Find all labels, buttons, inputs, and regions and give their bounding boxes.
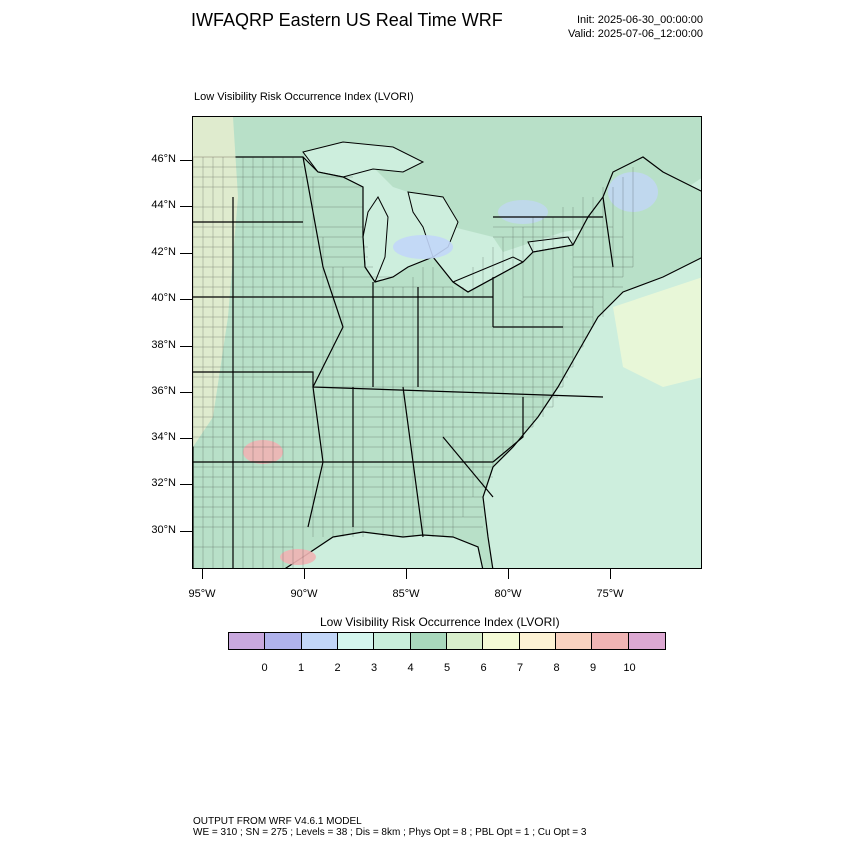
lat-tick (180, 484, 192, 485)
colorbar-label: 10 (623, 662, 636, 674)
lat-tick (180, 392, 192, 393)
colorbar-swatch (229, 633, 266, 649)
lat-label-42: 42°N (151, 246, 176, 258)
lon-tick (304, 569, 305, 579)
init-valid-info: Init: 2025-06-30_00:00:00 Valid: 2025-07… (568, 13, 703, 41)
main-title: IWFAQRP Eastern US Real Time WRF (191, 10, 503, 30)
colorbar-label: 9 (589, 662, 597, 674)
colorbar-label: 3 (370, 662, 378, 674)
colorbar-label: 0 (261, 662, 268, 674)
lat-tick (180, 531, 192, 532)
colorbar-swatch (337, 633, 375, 649)
lat-tick (180, 206, 192, 207)
colorbar-label: 2 (334, 662, 341, 674)
lat-tick (180, 253, 192, 254)
colorbar-swatch (628, 633, 665, 649)
us-land (193, 156, 701, 568)
lat-tick (180, 346, 192, 347)
colorbar-swatch (555, 633, 593, 649)
colorbar-swatch (265, 633, 302, 649)
lat-tick (180, 438, 192, 439)
high-index-gulf (280, 549, 316, 565)
lon-tick (610, 569, 611, 579)
lat-label-38: 38°N (151, 339, 176, 351)
model-footer: OUTPUT FROM WRF V4.6.1 MODEL WE = 310 ; … (193, 816, 586, 838)
lon-label-85: 85°W (392, 588, 420, 600)
lat-label-32: 32°N (151, 477, 176, 489)
lon-label-80: 80°W (494, 588, 522, 600)
colorbar-swatch (374, 633, 411, 649)
lon-label-95: 95°W (188, 588, 216, 600)
map-subtitle: Low Visibility Risk Occurrence Index (LV… (194, 91, 414, 103)
init-time: Init: 2025-06-30_00:00:00 (577, 14, 703, 26)
high-index-west (193, 117, 238, 447)
low-index-michigan (393, 235, 453, 259)
lat-label-40: 40°N (151, 292, 176, 304)
colorbar-swatch (410, 633, 447, 649)
lon-label-90: 90°W (290, 588, 318, 600)
colorbar-label: 7 (516, 662, 524, 674)
lon-tick (508, 569, 509, 579)
lat-label-44: 44°N (151, 199, 176, 211)
low-index-ny (498, 200, 548, 224)
colorbar-swatch (446, 633, 484, 649)
footer-line-1: OUTPUT FROM WRF V4.6.1 MODEL (193, 816, 362, 827)
colorbar-label: 4 (407, 662, 414, 674)
colorbar-label: 8 (553, 662, 560, 674)
colorbar (228, 632, 666, 650)
valid-time: Valid: 2025-07-06_12:00:00 (568, 28, 703, 40)
colorbar-label: 5 (443, 662, 451, 674)
colorbar-swatch (301, 633, 338, 649)
lat-tick (180, 160, 192, 161)
lat-label-30: 30°N (151, 524, 176, 536)
colorbar-swatch (592, 633, 629, 649)
map-panel (192, 116, 702, 569)
colorbar-title: Low Visibility Risk Occurrence Index (LV… (320, 615, 560, 629)
colorbar-swatch (483, 633, 520, 649)
lon-tick (202, 569, 203, 579)
lat-tick (180, 299, 192, 300)
lat-label-34: 34°N (151, 431, 176, 443)
lat-label-36: 36°N (151, 385, 176, 397)
county-grid (193, 157, 634, 568)
colorbar-swatch (519, 633, 556, 649)
colorbar-label: 6 (480, 662, 487, 674)
footer-line-2: WE = 310 ; SN = 275 ; Levels = 38 ; Dis … (193, 827, 587, 838)
colorbar-label: 1 (297, 662, 305, 674)
lon-tick (406, 569, 407, 579)
offshore-high-index (613, 277, 701, 387)
lat-label-46: 46°N (151, 153, 176, 165)
lon-label-75: 75°W (596, 588, 624, 600)
map-canvas (193, 117, 701, 568)
